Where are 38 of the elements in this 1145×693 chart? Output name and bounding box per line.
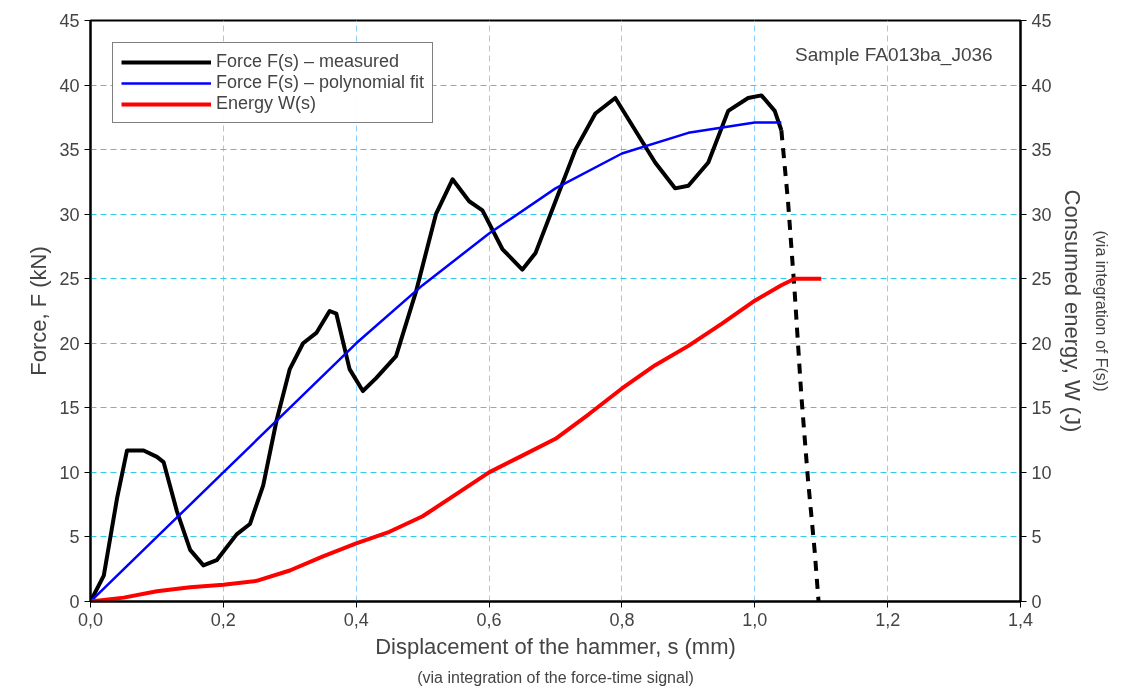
y2-tick-label: 25 bbox=[1031, 269, 1052, 290]
legend-label: Force F(s) – polynomial fit bbox=[216, 72, 425, 93]
x-tick-label: 0,8 bbox=[609, 609, 635, 630]
y-tick-label: 45 bbox=[59, 11, 80, 31]
text: (via integration of the force-time signal) bbox=[417, 668, 694, 686]
x-tick-label: 1,4 bbox=[1007, 609, 1034, 630]
annotation: Sample FA013ba_J036 bbox=[795, 43, 993, 66]
y2-tick-label: 15 bbox=[1031, 398, 1052, 419]
y-tick-label: 15 bbox=[59, 398, 80, 419]
line-series bbox=[90, 276, 824, 602]
y-tick-label: 35 bbox=[59, 140, 80, 161]
y2-tick-label: 30 bbox=[1031, 204, 1052, 225]
y-tick-label: 10 bbox=[59, 462, 80, 483]
y2-tick-label: 10 bbox=[1031, 462, 1052, 483]
x-tick-label: 0,0 bbox=[77, 609, 104, 630]
x-tick-label: 0,4 bbox=[343, 609, 369, 630]
y-tick-label: 5 bbox=[69, 527, 80, 548]
y2-tick-label: 5 bbox=[1031, 527, 1042, 548]
y2-tick-label: 35 bbox=[1031, 140, 1052, 161]
y2-tick-label: 45 bbox=[1031, 11, 1052, 31]
y-tick-label: 40 bbox=[59, 75, 80, 96]
y-tick-label: 25 bbox=[59, 269, 80, 290]
x-axis-title: Displacement of the hammer, s (mm) bbox=[375, 633, 736, 659]
y-tick-label: 30 bbox=[59, 204, 80, 225]
x-tick-label: 1,0 bbox=[742, 609, 768, 630]
x-tick-label: 0,2 bbox=[210, 609, 236, 630]
x-tick-label: 1,2 bbox=[875, 609, 901, 630]
legend-label: Force F(s) – measured bbox=[216, 51, 400, 72]
x-tick-label: 0,6 bbox=[476, 609, 502, 630]
y-tick-label: 0 bbox=[69, 592, 80, 612]
y-axis-title: Force, F (kN) bbox=[26, 246, 52, 376]
y2-axis-title: Consumed energy, W (J) bbox=[1059, 189, 1085, 433]
legend-label: Energy W(s) bbox=[216, 93, 317, 114]
y2-tick-label: 20 bbox=[1031, 333, 1052, 354]
text: (via integration of F(s)) bbox=[1092, 230, 1110, 392]
y2-tick-label: 40 bbox=[1031, 75, 1052, 96]
y-tick-label: 20 bbox=[59, 333, 80, 354]
y2-tick-label: 0 bbox=[1031, 592, 1042, 612]
